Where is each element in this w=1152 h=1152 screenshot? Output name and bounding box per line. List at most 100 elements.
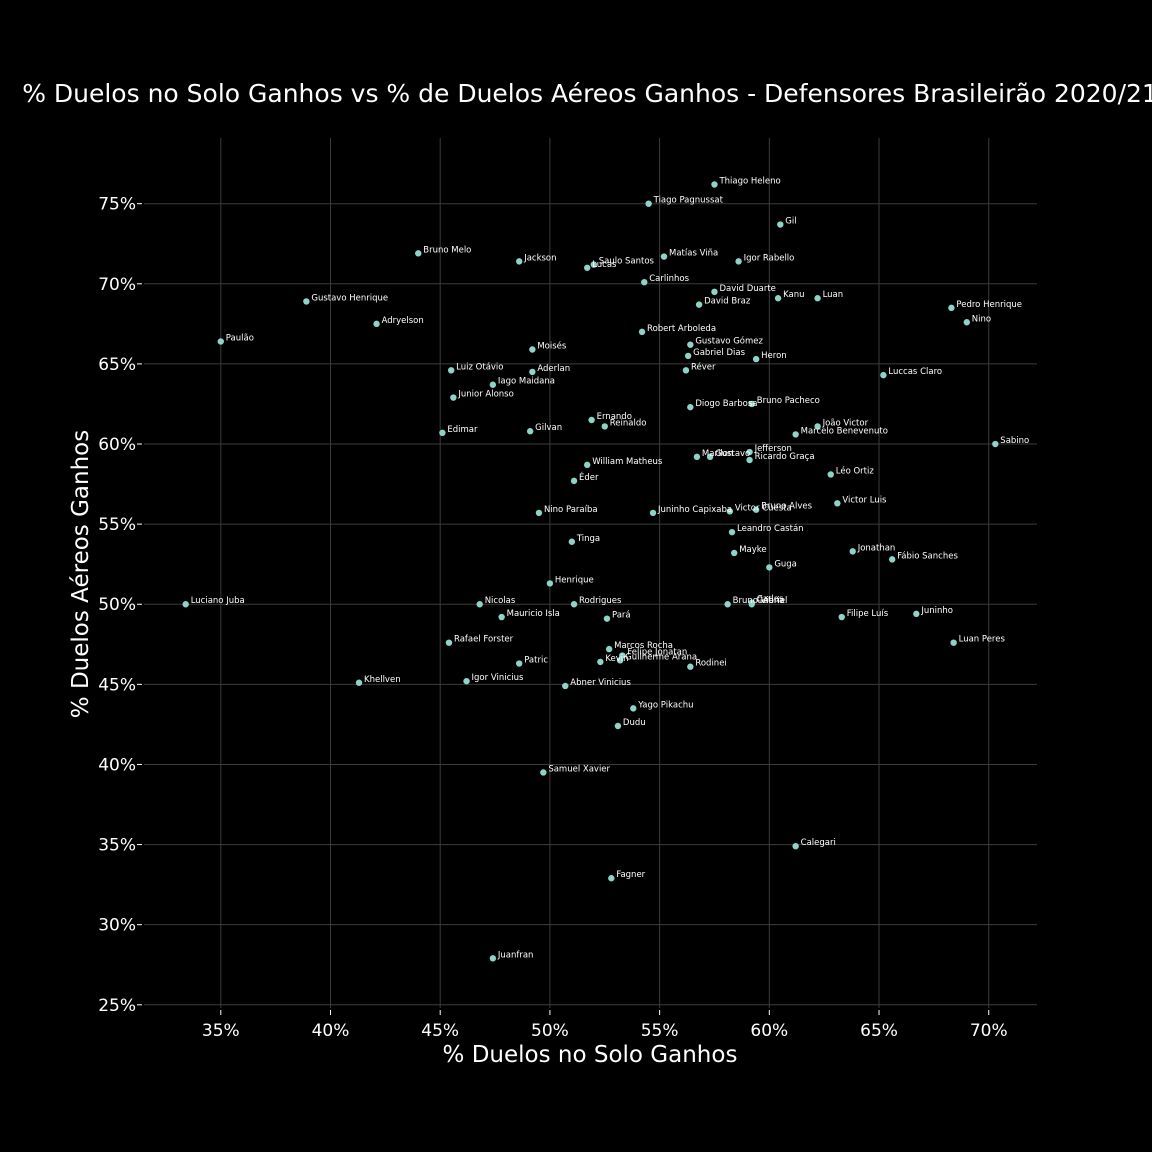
data-point [693, 453, 701, 461]
point-label: Bruno Melo [423, 245, 471, 255]
data-point [601, 423, 608, 430]
data-point [616, 657, 624, 664]
point-label: Ernando [597, 412, 632, 422]
data-point [706, 453, 714, 461]
data-point [603, 615, 611, 622]
point-label: Éder [579, 471, 599, 483]
point-label: Nicolas [485, 596, 516, 606]
data-point [489, 955, 497, 962]
x-axis-label: % Duelos no Solo Ganhos [443, 1042, 738, 1068]
data-point [735, 258, 742, 265]
point-label: Rodinei [695, 659, 726, 669]
x-tick-label: 40% [312, 1021, 350, 1041]
point-label: Victor Cuesta [735, 503, 792, 513]
point-label: Sabino [1000, 436, 1029, 446]
point-label: Moisés [537, 340, 567, 351]
gridlines [144, 138, 1037, 1008]
data-point [590, 261, 597, 268]
y-axis-label: % Duelos Aéreos Ganhos [68, 430, 94, 718]
y-tick-label: 75% [98, 195, 136, 215]
data-point [489, 381, 497, 388]
point-label: Kanu [783, 290, 804, 300]
data-point [568, 538, 576, 545]
data-point [641, 278, 648, 286]
data-points [182, 181, 999, 962]
point-label: Fábio Sanches [897, 551, 958, 561]
point-label: Junior Alonso [457, 390, 513, 400]
point-label: Filipe Luís [847, 609, 889, 619]
data-point [515, 660, 523, 667]
data-point [766, 564, 773, 571]
point-label: Patric [524, 656, 548, 666]
data-point [748, 599, 755, 606]
point-label: Nino [972, 314, 991, 324]
point-label: Leandro Castán [737, 524, 804, 534]
data-point [445, 639, 453, 646]
point-label: Reinaldo [610, 418, 647, 428]
data-point [447, 367, 455, 374]
point-label: Réver [691, 361, 716, 372]
data-point [992, 440, 999, 448]
point-label: Samuel Xavier [548, 764, 610, 774]
point-label: Rodrigues [579, 596, 622, 606]
point-label: Calegari [801, 838, 836, 848]
data-point [827, 471, 834, 478]
data-point [476, 601, 483, 608]
data-point [684, 352, 692, 360]
point-label: Marcos Rocha [614, 641, 673, 651]
data-point [182, 601, 189, 608]
data-point [687, 663, 694, 670]
data-point [540, 769, 547, 776]
data-point [584, 264, 591, 271]
point-label: João Victor [822, 418, 869, 428]
data-point [814, 295, 821, 302]
data-point [774, 295, 782, 302]
data-point [355, 679, 363, 686]
point-labels: Thiago Heleno Tiago Pagnussat Gil Bruno Mel… [191, 176, 1030, 960]
data-point [638, 328, 646, 336]
data-point [777, 221, 784, 228]
data-point [415, 250, 422, 257]
point-label: Jefferson [754, 444, 792, 454]
point-label: Dudu [623, 718, 646, 728]
point-label: Rafael Forster [454, 635, 514, 645]
data-point [726, 508, 734, 515]
point-label: Luan [823, 290, 844, 300]
data-point [373, 320, 380, 328]
y-tick-label: 50% [98, 595, 136, 615]
point-label: Diogo Barbosa [695, 399, 757, 409]
data-point [515, 258, 523, 265]
point-label: Luccas Claro [888, 367, 942, 377]
point-label: Abner Vinicius [570, 678, 631, 688]
point-label: Marcelo Benevenuto [801, 426, 888, 436]
point-label: Paulão [226, 333, 254, 343]
data-point [608, 875, 615, 882]
point-label: Mauricio Isla [507, 609, 560, 619]
data-point [535, 509, 543, 517]
point-label: Luiz Otávio [456, 362, 503, 372]
point-label: Pará [612, 611, 631, 621]
point-label: Fagner [616, 870, 645, 880]
data-point [748, 400, 755, 408]
point-label: Gustavo Henrique [311, 293, 388, 303]
point-label: Ricardo Graça [755, 452, 815, 462]
data-point [728, 528, 736, 536]
x-tick-label: 50% [531, 1021, 569, 1041]
y-tick-label: 40% [98, 755, 136, 775]
data-point [752, 355, 760, 363]
point-label: Matías Viña [669, 249, 718, 259]
point-label: Jonathan [857, 543, 896, 553]
point-label: Igor Vinicius [472, 673, 524, 683]
point-label: Felipe Jonatan [627, 648, 687, 658]
data-point [605, 645, 613, 653]
data-point [529, 346, 536, 353]
data-point [913, 610, 920, 618]
point-label: Tinga [576, 534, 600, 544]
data-point [880, 371, 887, 379]
data-point [950, 639, 957, 646]
point-label: Juanfran [497, 950, 534, 960]
data-point [849, 548, 856, 555]
data-point [838, 613, 845, 621]
data-point [645, 200, 652, 207]
